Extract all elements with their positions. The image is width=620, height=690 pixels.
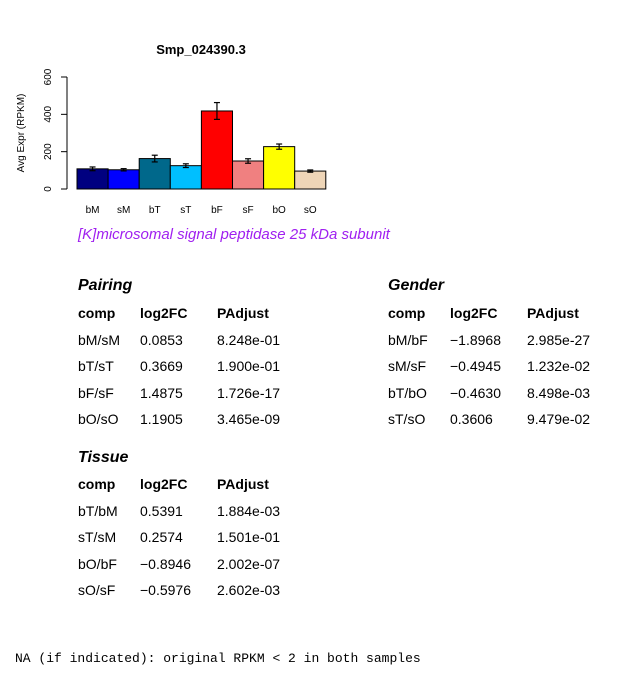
padjust-cell: 8.498e-03 (527, 384, 591, 401)
bar-bO (263, 146, 296, 190)
column-header: log2FC (450, 305, 498, 322)
column-header: comp (78, 305, 116, 322)
gene-description: [K]microsomal signal peptidase 25 kDa su… (78, 226, 390, 243)
table-header-row: comp log2FC PAdjust (78, 471, 307, 498)
table-header-row: comp log2FC PAdjust (78, 300, 307, 327)
pairing-table: comp log2FC PAdjust bM/sM 0.0853 8.248e-… (78, 300, 307, 433)
padjust-cell: 3.465e-09 (217, 411, 281, 428)
bar-sM (107, 169, 140, 190)
bar-sO (294, 170, 327, 190)
expression-bar-chart: Smp_024390.3 0 200 400 600 Avg Expr (RPKM) bM s… (16, 42, 327, 216)
gender-title: Gender (388, 277, 445, 294)
padjust-cell: 1.726e-17 (217, 384, 281, 401)
y-tick-label: 0 (43, 186, 54, 192)
column-header: PAdjust (217, 476, 269, 493)
comp-cell: bT/sT (78, 358, 114, 375)
bar-sF (232, 160, 265, 190)
comp-cell: sO/sF (78, 582, 116, 599)
comp-cell: bT/bO (388, 384, 427, 401)
table-header-row: comp log2FC PAdjust (388, 300, 617, 327)
column-header: log2FC (140, 476, 188, 493)
padjust-cell: 1.501e-01 (217, 529, 281, 546)
tissue-table: comp log2FC PAdjust bT/bM 0.5391 1.884e-… (78, 471, 307, 604)
x-tick-label-sT: sT (180, 205, 191, 216)
comp-cell: bO/bF (78, 555, 117, 572)
comp-cell: bM/bF (388, 331, 428, 348)
log2fc-cell: 0.5391 (140, 502, 183, 519)
comp-cell: sM/sF (388, 358, 427, 375)
table-row: bT/bM 0.5391 1.884e-03 (78, 498, 307, 525)
table-row: bM/sM 0.0853 8.248e-01 (78, 327, 307, 354)
log2fc-cell: −0.4945 (450, 358, 501, 375)
comp-cell: bT/bM (78, 502, 118, 519)
table-row: bM/bF −1.8968 2.985e-27 (388, 327, 617, 354)
column-header: log2FC (140, 305, 188, 322)
table-row: sO/sF −0.5976 2.602e-03 (78, 577, 307, 604)
log2fc-cell: 1.1905 (140, 411, 183, 428)
x-tick-label-bT: bT (149, 205, 161, 216)
padjust-cell: 8.248e-01 (217, 331, 281, 348)
column-header: PAdjust (217, 305, 269, 322)
y-tick-label: 200 (43, 143, 54, 160)
table-row: bF/sF 1.4875 1.726e-17 (78, 380, 307, 407)
footnote: NA (if indicated): original RPKM < 2 in … (15, 651, 421, 666)
comp-cell: sT/sM (78, 529, 117, 546)
log2fc-cell: −1.8968 (450, 331, 501, 348)
comp-cell: bO/sO (78, 411, 119, 428)
bar-bT (138, 158, 171, 190)
padjust-cell: 9.479e-02 (527, 411, 591, 428)
padjust-cell: 2.602e-03 (217, 582, 281, 599)
bar-bF (200, 110, 233, 190)
x-tick-label-sO: sO (304, 205, 317, 216)
y-axis-label: Avg Expr (RPKM) (16, 94, 27, 173)
log2fc-cell: 1.4875 (140, 384, 183, 401)
table-row: sM/sF −0.4945 1.232e-02 (388, 353, 617, 380)
log2fc-cell: −0.8946 (140, 555, 191, 572)
padjust-cell: 2.985e-27 (527, 331, 591, 348)
bar-bM (76, 168, 109, 190)
pairing-title: Pairing (78, 277, 133, 294)
y-tick-label: 400 (43, 106, 54, 123)
table-row: bT/sT 0.3669 1.900e-01 (78, 353, 307, 380)
table-row: bO/bF −0.8946 2.002e-07 (78, 551, 307, 578)
log2fc-cell: −0.5976 (140, 582, 191, 599)
comp-cell: sT/sO (388, 411, 426, 428)
y-tick-label: 600 (43, 68, 54, 85)
log2fc-cell: −0.4630 (450, 384, 501, 401)
log2fc-cell: 0.3606 (450, 411, 493, 428)
x-tick-label-bF: bF (211, 205, 223, 216)
log2fc-cell: 0.0853 (140, 331, 183, 348)
column-header: PAdjust (527, 305, 579, 322)
table-row: sT/sO 0.3606 9.479e-02 (388, 406, 617, 433)
column-header: comp (388, 305, 426, 322)
table-row: bO/sO 1.1905 3.465e-09 (78, 406, 307, 433)
bar-sT (169, 165, 202, 190)
padjust-cell: 1.900e-01 (217, 358, 281, 375)
x-tick-label-bO: bO (272, 205, 286, 216)
comp-cell: bF/sF (78, 384, 114, 401)
x-tick-label-sM: sM (117, 205, 130, 216)
padjust-cell: 2.002e-07 (217, 555, 281, 572)
log2fc-cell: 0.3669 (140, 358, 183, 375)
table-row: sT/sM 0.2574 1.501e-01 (78, 524, 307, 551)
column-header: comp (78, 476, 116, 493)
x-tick-label-sF: sF (242, 205, 253, 216)
padjust-cell: 1.884e-03 (217, 502, 281, 519)
padjust-cell: 1.232e-02 (527, 358, 591, 375)
x-tick-label-bM: bM (86, 205, 100, 216)
gender-table: comp log2FC PAdjust bM/bF −1.8968 2.985e… (388, 300, 617, 433)
table-row: bT/bO −0.4630 8.498e-03 (388, 380, 617, 407)
chart-title: Smp_024390.3 (156, 42, 246, 57)
comp-cell: bM/sM (78, 331, 120, 348)
log2fc-cell: 0.2574 (140, 529, 183, 546)
tissue-title: Tissue (78, 449, 129, 466)
